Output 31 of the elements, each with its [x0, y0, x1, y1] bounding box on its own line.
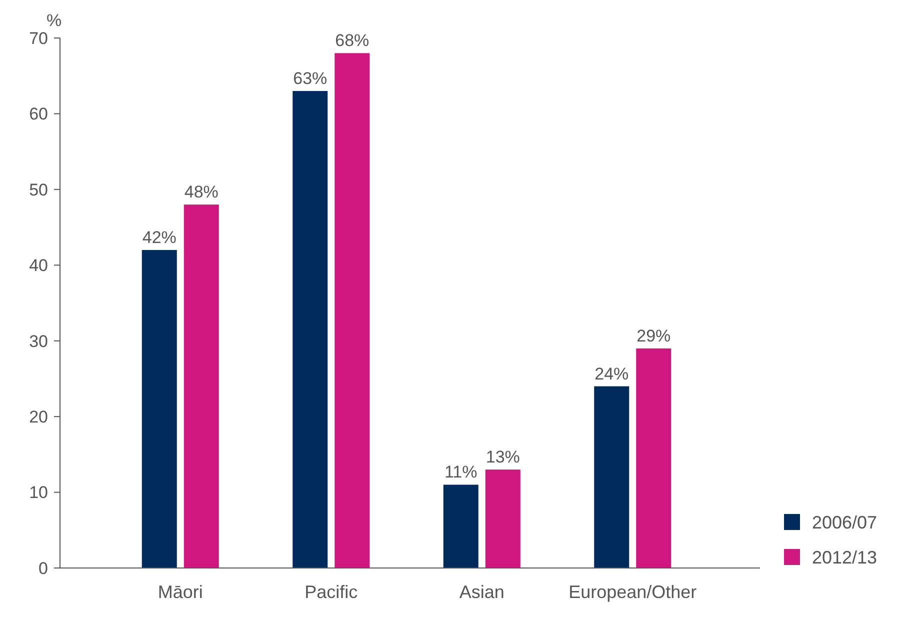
y-tick-label: 0 — [38, 558, 48, 578]
y-tick-label: 40 — [29, 256, 48, 276]
y-tick-label: 50 — [29, 180, 48, 200]
y-tick-label: 20 — [29, 408, 48, 427]
x-tick-label: European/Other — [568, 582, 697, 602]
bar — [594, 386, 630, 568]
x-tick-label: Asian — [459, 582, 504, 602]
data-label: 48% — [184, 182, 218, 202]
y-tick-label: 30 — [29, 332, 48, 351]
data-label: 42% — [142, 228, 176, 247]
data-label: 24% — [594, 364, 629, 384]
data-label: 29% — [636, 326, 671, 346]
bar — [184, 204, 219, 568]
data-label: 13% — [486, 448, 520, 467]
legend-label: 2006/07 — [812, 512, 878, 532]
bar — [443, 484, 478, 568]
y-tick-label: 70 — [29, 28, 48, 48]
legend-label: 2012/13 — [812, 547, 878, 568]
y-tick-label: 60 — [29, 104, 48, 124]
x-tick-label: Māori — [158, 582, 203, 602]
bar — [142, 250, 177, 568]
data-label: 63% — [293, 69, 328, 88]
bar — [334, 53, 370, 568]
y-axis-title: % — [46, 11, 62, 30]
y-tick-label: 10 — [29, 483, 48, 502]
bar — [292, 91, 328, 568]
bar — [636, 348, 672, 568]
x-tick-label: Pacific — [304, 582, 358, 602]
data-label: 68% — [335, 31, 370, 50]
data-label: 11% — [444, 462, 478, 482]
bar — [485, 470, 520, 568]
